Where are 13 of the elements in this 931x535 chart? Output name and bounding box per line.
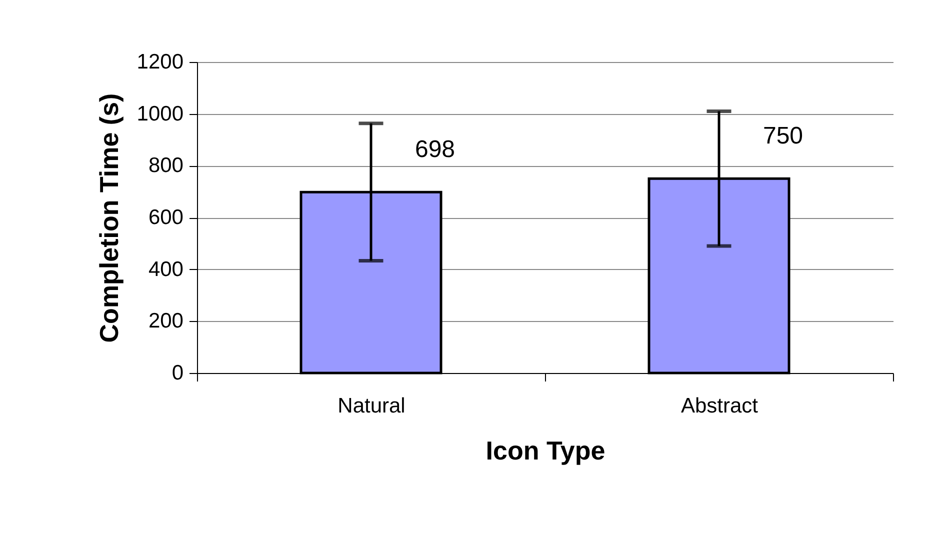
y-tick-label: 600 xyxy=(148,206,184,229)
y-axis-title: Completion Time (s) xyxy=(94,93,124,343)
x-tick-label: Natural xyxy=(338,394,406,418)
y-tick-label: 800 xyxy=(148,154,184,178)
data-label: 750 xyxy=(762,122,804,150)
x-axis-title: Icon Type xyxy=(486,436,606,466)
y-tick-label: 400 xyxy=(148,258,184,281)
y-tick-label: 0 xyxy=(172,362,184,384)
x-tick-label: Abstract xyxy=(680,394,758,418)
y-tick-label: 1000 xyxy=(136,102,184,126)
y-tick-label: 200 xyxy=(148,310,184,333)
y-tick-label: 1200 xyxy=(136,50,184,74)
data-label: 698 xyxy=(414,136,456,164)
